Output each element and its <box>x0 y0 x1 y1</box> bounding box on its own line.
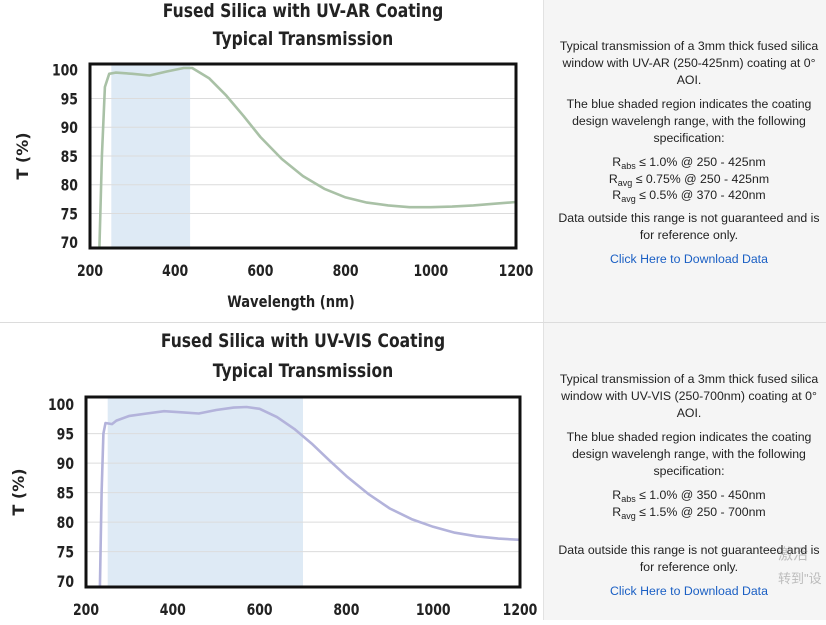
y-tick-label: 70 <box>57 574 74 592</box>
chart-uv-ar: Fused Silica with UV-AR Coating Typical T… <box>13 1 534 312</box>
spec-subscript: abs <box>621 494 636 504</box>
disclaimer-text: Data outside this range is not guarantee… <box>558 210 820 242</box>
intro-text: Typical transmission of a 3mm thick fuse… <box>559 39 819 87</box>
x-tick-label: 200 <box>73 602 99 620</box>
x-tick-label: 600 <box>247 263 273 281</box>
spec-subscript: avg <box>621 194 636 204</box>
disclaimer-text: Data outside this range is not guarantee… <box>558 543 820 574</box>
y-tick-label: 85 <box>61 149 78 167</box>
y-axis-label: T (%) <box>13 132 32 179</box>
download-data-link[interactable]: Click Here to Download Data <box>610 251 768 266</box>
description-panel-uv-vis: Typical transmission of a 3mm thick fuse… <box>544 323 826 620</box>
y-tick-label: 80 <box>57 515 74 533</box>
y-tick-label: 85 <box>57 485 74 503</box>
chart-uv-vis: Fused Silica with UV-VIS Coating Typical … <box>9 331 538 620</box>
spec-line: Rabs ≤ 1.0% @ 350 - 450nm <box>554 487 824 504</box>
x-tick-label: 600 <box>247 602 273 620</box>
coating-design-range-shade <box>107 397 303 587</box>
x-tick-label: 1200 <box>499 263 534 281</box>
spec-line: Ravg ≤ 1.5% @ 250 - 700nm <box>554 504 824 521</box>
shaded-note: The blue shaded region indicates the coa… <box>566 97 812 145</box>
y-tick-label: 70 <box>61 235 78 253</box>
x-tick-label: 400 <box>162 263 188 281</box>
intro-text: Typical transmission of a 3mm thick fuse… <box>559 372 819 420</box>
y-tick-label: 90 <box>61 120 78 138</box>
spec-line: Ravg ≤ 0.5% @ 370 - 420nm <box>554 187 824 204</box>
x-tick-label: 800 <box>333 263 359 281</box>
spec-text: ≤ 1.0% @ 250 - 425nm <box>635 155 766 169</box>
y-tick-label: 100 <box>48 397 74 415</box>
windows-activation-watermark: 激活 <box>778 546 809 563</box>
shaded-note: The blue shaded region indicates the coa… <box>566 430 812 478</box>
spec-list: Rabs ≤ 1.0% @ 250 - 425nm Ravg ≤ 0.75% @… <box>554 154 824 204</box>
chart-subtitle: Typical Transmission <box>213 29 394 51</box>
spec-symbol: R <box>612 155 622 169</box>
y-tick-label: 90 <box>57 456 74 474</box>
row-divider <box>0 322 826 323</box>
x-tick-label: 200 <box>77 263 103 281</box>
spec-symbol: R <box>612 504 622 519</box>
plot-frame <box>84 395 522 589</box>
y-tick-label: 100 <box>52 62 78 80</box>
spec-text: ≤ 1.0% @ 350 - 450nm <box>635 488 766 502</box>
spec-subscript: avg <box>621 510 636 521</box>
description-panel-uv-ar: Typical transmission of a 3mm thick fuse… <box>544 0 826 322</box>
spec-subscript: abs <box>621 161 636 171</box>
x-tick-label: 1000 <box>416 602 451 620</box>
x-tick-label: 1000 <box>413 263 448 281</box>
spec-text: ≤ 0.75% @ 250 - 425nm <box>632 171 770 186</box>
y-axis-label: T (%) <box>9 468 28 515</box>
spec-text: ≤ 1.5% @ 250 - 700nm <box>635 504 766 519</box>
x-axis-label: Wavelength (nm) <box>227 293 355 312</box>
spec-line: Rabs ≤ 1.0% @ 250 - 425nm <box>554 154 824 171</box>
chart-title: Fused Silica with UV-VIS Coating <box>161 331 445 353</box>
x-tick-label: 400 <box>160 602 186 620</box>
chart-cell-uv-ar: Fused Silica with UV-AR Coating Typical T… <box>0 0 544 322</box>
spec-subscript: avg <box>617 177 633 188</box>
spec-line: Ravg ≤ 0.75% @ 250 - 425nm <box>554 171 824 188</box>
spec-symbol: R <box>612 488 622 502</box>
transmission-curve <box>98 66 517 249</box>
transmission-curve <box>98 405 521 588</box>
chart-cell-uv-vis: Fused Silica with UV-VIS Coating Typical … <box>0 323 544 620</box>
windows-activation-watermark-sub: 转到"设 <box>778 571 822 586</box>
spec-text: ≤ 0.5% @ 370 - 420nm <box>635 188 766 202</box>
y-tick-label: 95 <box>57 426 74 444</box>
chart-subtitle: Typical Transmission <box>213 361 394 383</box>
y-tick-label: 75 <box>61 206 78 224</box>
y-tick-label: 95 <box>61 91 78 109</box>
spec-symbol: R <box>608 171 618 186</box>
plot-frame <box>88 62 518 250</box>
y-tick-label: 80 <box>61 177 78 195</box>
download-data-link[interactable]: Click Here to Download Data <box>610 584 768 598</box>
spec-symbol: R <box>612 188 622 202</box>
x-tick-label: 800 <box>333 602 359 620</box>
spec-list: Rabs ≤ 1.0% @ 350 - 450nm Ravg ≤ 1.5% @ … <box>554 487 824 520</box>
y-tick-label: 75 <box>57 544 74 562</box>
x-tick-label: 1200 <box>503 602 538 620</box>
chart-title: Fused Silica with UV-AR Coating <box>163 1 443 23</box>
